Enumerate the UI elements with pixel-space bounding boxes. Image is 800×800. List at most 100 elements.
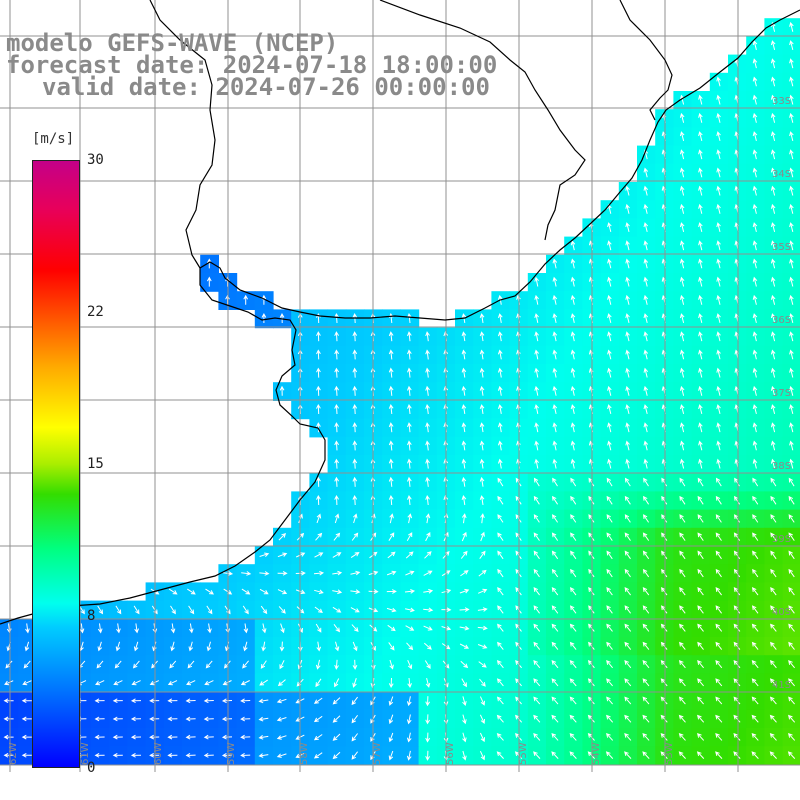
wind-arrow [533,678,541,687]
wind-arrow [643,240,649,251]
wind-arrow [352,403,358,415]
wind-arrow [277,589,288,595]
wind-arrow [188,605,195,615]
wind-arrow [643,222,649,233]
wind-arrow [769,733,777,741]
wind-arrow [388,642,395,651]
wind-arrow [788,696,795,705]
wind-arrow [352,494,358,506]
wind-arrow [678,733,686,741]
wind-arrow [240,680,250,686]
wind-arrow [462,714,467,725]
wind-arrow [334,476,340,487]
wind-arrow [332,606,342,613]
wind-arrow [570,349,576,360]
wind-arrow [716,203,721,214]
wind-arrow [388,750,394,761]
longitude-label: 56W [445,742,456,765]
wind-arrow [607,385,612,396]
wind-arrow [552,514,559,523]
wind-arrow [243,623,249,634]
wind-arrow [22,680,32,686]
wind-arrow [185,698,196,704]
wind-arrow [752,404,758,415]
wind-arrow [388,385,394,396]
wind-arrow [643,313,649,324]
wind-arrow [570,258,576,269]
wind-arrow [752,458,758,469]
wind-arrow [733,696,741,705]
wind-arrow [715,751,723,759]
wind-arrow [788,733,796,741]
wind-arrow [407,458,412,469]
wind-arrow [533,587,540,596]
wind-arrow [752,222,758,233]
wind-arrow [479,458,485,469]
wind-arrow [497,367,503,378]
wind-arrow [461,331,467,342]
wind-arrow [770,185,776,196]
wind-arrow [642,623,650,632]
wind-arrow [258,716,269,722]
wind-arrow [643,276,649,287]
wind-arrow [169,660,177,669]
wind-arrow [497,458,503,469]
wind-arrow [479,732,485,743]
wind-arrow [388,532,395,541]
wind-arrow [276,698,287,704]
wind-arrow [789,240,794,251]
wind-arrow [203,698,214,704]
wind-arrow [551,678,559,687]
wind-arrow [661,477,668,487]
wind-arrow [716,313,721,324]
wind-arrow [697,587,704,596]
wind-arrow [334,494,340,506]
wind-arrow [716,112,721,123]
wind-arrow [643,331,649,342]
wind-arrow [698,313,703,324]
wind-arrow [698,167,703,178]
wind-arrow [679,568,686,578]
wind-arrow [351,751,358,760]
wind-arrow [606,532,613,541]
wind-arrow [259,588,269,595]
wind-arrow [461,440,467,451]
wind-arrow [606,477,613,487]
wind-arrow [679,294,685,305]
wind-arrow [407,494,412,506]
wind-arrow [698,185,703,196]
wind-arrow [496,714,504,723]
wind-arrow [332,589,343,595]
wind-direction-arrows [3,21,796,761]
wind-arrow [406,714,412,725]
wind-arrow [697,678,704,687]
wind-arrow [350,552,360,559]
wind-arrow [534,458,539,469]
wind-arrow [462,750,467,761]
wind-arrow [716,94,721,105]
wind-arrow [496,751,504,759]
wind-arrow [715,714,723,723]
wind-arrow [715,733,723,741]
wind-arrow [352,331,358,342]
wind-arrow [351,624,359,632]
colorbar-tick: 22 [87,304,104,320]
wind-arrow [497,349,503,360]
wind-arrow [733,623,741,632]
wind-arrow [425,714,431,725]
wind-arrow [94,716,105,722]
wind-arrow [733,714,741,723]
wind-arrow [533,623,541,632]
wind-arrow [751,696,759,705]
wind-arrow [552,294,558,305]
wind-arrow [734,495,741,505]
wind-arrow [769,678,777,687]
colorbar-tick: 30 [87,152,104,168]
wind-arrow [423,642,432,650]
wind-arrow [770,641,777,650]
wind-arrow [115,641,121,652]
wind-arrow [570,440,576,451]
wind-arrow [606,568,613,578]
wind-arrow [698,276,703,287]
longitude-label: 60W [153,742,164,765]
